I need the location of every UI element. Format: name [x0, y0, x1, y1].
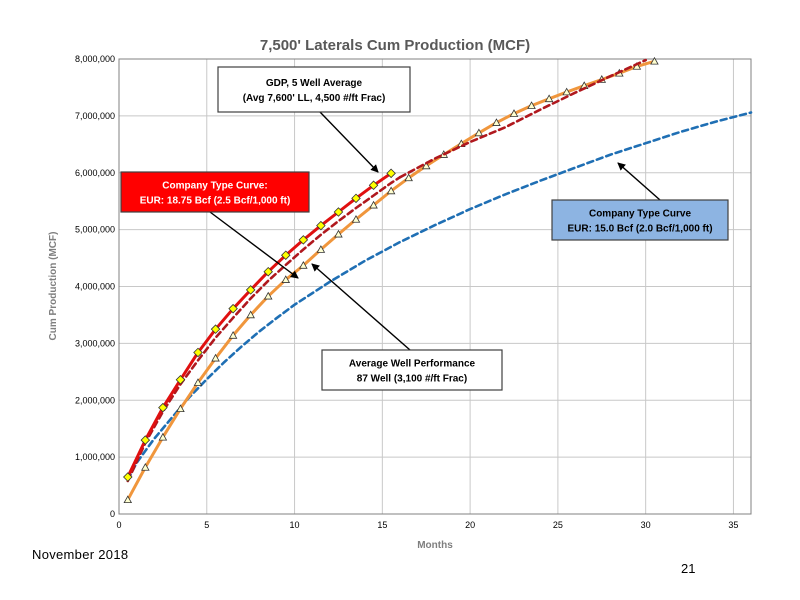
- series-line: [126, 111, 753, 482]
- x-tick-labels: 0 5 10 15 20 25 30 35: [116, 520, 738, 530]
- callout-text: Company Type Curve:: [162, 181, 267, 192]
- data-point: [351, 193, 361, 204]
- callout-text: Company Type Curve: [589, 209, 691, 220]
- data-point: [492, 118, 501, 126]
- series-company-15-0: [126, 111, 753, 482]
- data-point: [193, 378, 203, 386]
- callout-company-15-0: Company Type Curve EUR: 15.0 Bcf (2.0 Bcf…: [551, 162, 729, 241]
- data-point: [228, 303, 238, 314]
- data-point: [386, 168, 396, 179]
- data-point: [175, 375, 186, 385]
- data-point: [527, 101, 536, 109]
- callout-text: (Avg 7,600' LL, 4,500 #/ft Frac): [243, 93, 386, 104]
- data-point: [210, 324, 221, 334]
- y-tick-label: 6,000,000: [75, 168, 115, 178]
- callout-arrow: [209, 211, 299, 279]
- x-tick-label: 35: [728, 520, 738, 530]
- y-axis-label: Cum Production (MCF): [48, 232, 59, 341]
- callout-arrow: [319, 111, 379, 173]
- data-point: [123, 495, 133, 504]
- series-line: [126, 176, 402, 483]
- x-tick-label: 0: [116, 520, 121, 530]
- data-point: [228, 330, 238, 339]
- series-company-18-75: [126, 176, 402, 483]
- data-point: [562, 87, 571, 96]
- data-point: [176, 404, 185, 413]
- data-point: [263, 291, 273, 300]
- data-point: [404, 173, 413, 182]
- x-tick-label: 25: [553, 520, 563, 530]
- series-company-18-75-ext: [398, 58, 647, 179]
- data-point: [316, 245, 326, 253]
- callout-box: [120, 171, 310, 213]
- series-line: [126, 171, 393, 479]
- plot-area: [118, 58, 752, 515]
- data-point: [263, 266, 273, 277]
- y-tick-label: 5,000,000: [75, 225, 115, 235]
- callout-average-well: Average Well Performance 87 Well (3,100 #…: [311, 263, 503, 391]
- data-point: [421, 161, 431, 170]
- series-group: [123, 56, 753, 504]
- data-point: [544, 94, 554, 103]
- series-gdp: [123, 168, 396, 482]
- callout-box: [551, 199, 729, 241]
- data-point: [368, 180, 379, 191]
- callout-box: [217, 66, 411, 113]
- data-point: [351, 214, 361, 223]
- x-tick-label: 5: [204, 520, 209, 530]
- callout-company-18-75: Company Type Curve: EUR: 18.75 Bcf (2.5 B…: [120, 171, 310, 279]
- callout-text: 87 Well (3,100 #/ft Frac): [357, 374, 467, 385]
- data-point: [474, 128, 484, 137]
- data-point: [281, 250, 291, 260]
- x-tick-label: 15: [377, 520, 387, 530]
- data-point: [509, 109, 519, 117]
- callout-arrow: [311, 263, 411, 351]
- series-line: [398, 58, 647, 179]
- x-tick-label: 10: [290, 520, 300, 530]
- data-point: [386, 186, 396, 195]
- footer-date: November 2018: [32, 547, 129, 562]
- x-tick-label: 20: [465, 520, 475, 530]
- chart-title: 7,500' Laterals Cum Production (MCF): [260, 37, 530, 54]
- y-tick-label: 0: [110, 509, 115, 519]
- callout-text: Average Well Performance: [349, 359, 476, 370]
- data-point: [316, 220, 326, 231]
- data-point: [281, 275, 291, 283]
- data-point: [246, 310, 255, 319]
- callout-text: EUR: 18.75 Bcf (2.5 Bcf/1,000 ft): [140, 196, 291, 207]
- data-point: [298, 235, 309, 245]
- data-point: [123, 472, 133, 482]
- data-point: [333, 207, 344, 217]
- y-tick-labels: 0 1,000,000 2,000,000 3,000,000 4,000,000 5,0…: [75, 54, 115, 519]
- x-tick-label: 30: [641, 520, 651, 530]
- data-point: [158, 432, 168, 441]
- callout-arrow: [617, 162, 661, 201]
- data-point: [211, 353, 220, 362]
- grid-lines: [118, 58, 751, 515]
- page-number: 21: [681, 561, 696, 576]
- y-tick-label: 1,000,000: [75, 452, 115, 462]
- series-average-well: [123, 56, 659, 504]
- callout-text: EUR: 15.0 Bcf (2.0 Bcf/1,000 ft): [567, 224, 712, 235]
- y-tick-label: 4,000,000: [75, 282, 115, 292]
- callout-box: [321, 349, 503, 391]
- y-tick-label: 8,000,000: [75, 54, 115, 64]
- data-point: [193, 347, 203, 358]
- data-point: [245, 285, 256, 295]
- y-tick-label: 2,000,000: [75, 395, 115, 405]
- callout-text: GDP, 5 Well Average: [266, 78, 363, 89]
- data-point: [334, 229, 343, 238]
- data-point: [140, 435, 151, 445]
- y-tick-label: 7,000,000: [75, 111, 115, 121]
- data-point: [299, 261, 308, 269]
- x-axis-label: Months: [417, 540, 453, 551]
- annotations-group: GDP, 5 Well Average (Avg 7,600' LL, 4,500…: [120, 66, 729, 391]
- data-point: [369, 200, 378, 209]
- data-point: [158, 402, 168, 413]
- callout-gdp: GDP, 5 Well Average (Avg 7,600' LL, 4,500…: [217, 66, 411, 173]
- y-tick-label: 3,000,000: [75, 338, 115, 348]
- data-point: [141, 462, 150, 471]
- data-point: [650, 56, 659, 65]
